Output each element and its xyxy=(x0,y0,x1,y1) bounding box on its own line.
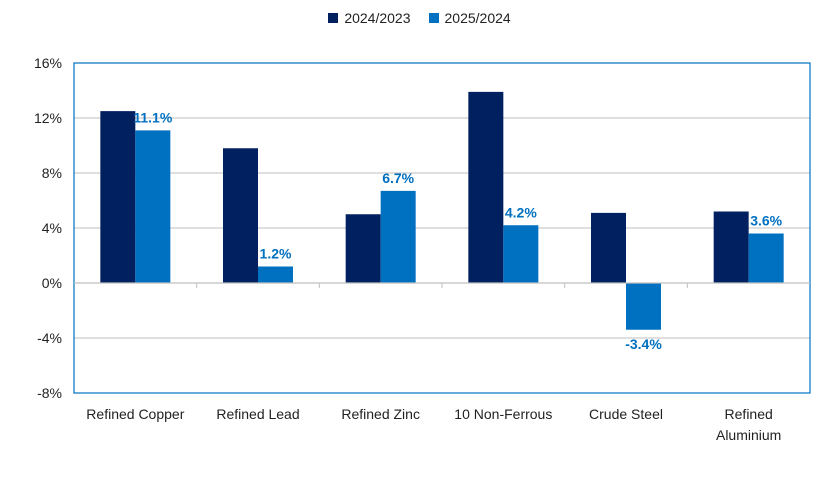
category-label: 10 Non-Ferrous xyxy=(454,406,552,422)
category-label: Aluminium xyxy=(716,427,781,443)
bar xyxy=(258,266,293,283)
y-tick-label: -4% xyxy=(37,330,62,346)
legend-swatch-series-2 xyxy=(428,13,439,23)
y-tick-label: 12% xyxy=(34,110,62,126)
y-tick-label: 16% xyxy=(34,55,62,71)
bar xyxy=(468,91,504,283)
y-tick-label: 8% xyxy=(42,165,62,181)
bar xyxy=(503,225,539,283)
legend-label-series-2: 2025/2024 xyxy=(444,10,511,26)
data-label: 1.2% xyxy=(260,246,292,262)
legend-label-series-1: 2024/2023 xyxy=(344,10,411,26)
data-label: 3.6% xyxy=(750,213,782,229)
y-tick-label: -8% xyxy=(37,385,62,401)
legend-item-series-1: 2024/2023 xyxy=(328,10,411,26)
data-label: 6.7% xyxy=(382,170,414,186)
y-tick-label: 4% xyxy=(42,220,62,236)
category-label: Refined Copper xyxy=(86,406,184,422)
bar xyxy=(713,211,749,283)
bar xyxy=(591,212,626,283)
bar xyxy=(100,111,136,283)
bar xyxy=(223,148,258,283)
data-label: 11.1% xyxy=(133,109,172,125)
bar xyxy=(626,283,661,330)
category-label: Refined xyxy=(725,406,773,422)
legend-swatch-series-1 xyxy=(328,13,339,23)
category-label: Crude Steel xyxy=(589,406,663,422)
data-label: 4.2% xyxy=(505,204,537,220)
data-label: -3.4% xyxy=(625,336,662,352)
bar xyxy=(135,130,171,283)
category-label: Refined Lead xyxy=(216,406,299,422)
bar xyxy=(748,233,784,283)
plot-border xyxy=(73,62,811,394)
bar xyxy=(345,214,381,283)
y-tick-label: 0% xyxy=(42,275,62,291)
bar xyxy=(380,190,416,283)
legend: 2024/2023 2025/2024 xyxy=(0,10,839,26)
category-label: Refined Zinc xyxy=(341,406,420,422)
legend-item-series-2: 2025/2024 xyxy=(428,10,511,26)
